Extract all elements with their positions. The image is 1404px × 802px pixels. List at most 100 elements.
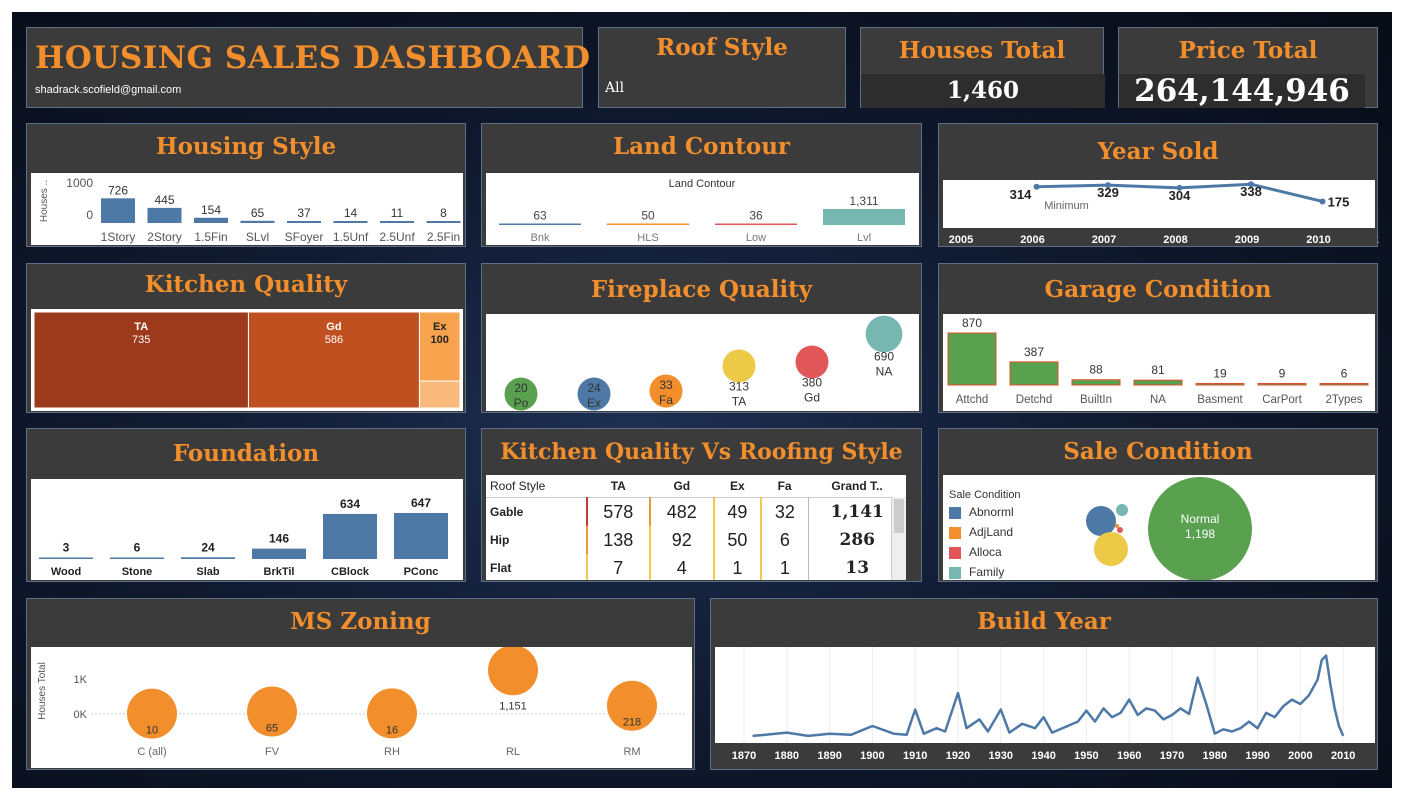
scrollbar-thumb[interactable] — [894, 499, 904, 533]
garage-condition-title: Garage Condition — [1044, 276, 1272, 303]
x-tick-label: 1Story — [101, 230, 136, 244]
x-tick-label: Stone — [122, 566, 153, 578]
min-annotation: Minimum — [1044, 200, 1089, 212]
col-header: Roof Style — [486, 475, 587, 498]
x-tick-label: FV — [265, 746, 280, 758]
table-cell: 4 — [649, 554, 714, 580]
treemap-cell-value: 586 — [325, 334, 343, 346]
treemap-cell — [418, 380, 461, 409]
table-scrollbar[interactable] — [891, 497, 906, 580]
bar-value-label: 65 — [251, 206, 265, 220]
bar — [110, 557, 164, 559]
row-label: Gable — [490, 505, 524, 519]
build-year-axis: 1870 1880 1890 1900 1910 1920 1930 1940 1950 1960… — [732, 750, 1356, 762]
bar-value-label: 634 — [340, 497, 360, 511]
legend-swatch — [949, 527, 961, 540]
garage-condition-chart: 870 Attchd 387 Detchd 88 BuiltIn 81 NA 19 Basment… — [947, 316, 1369, 406]
bubble-family[interactable] — [1116, 504, 1128, 516]
table-cell: 92 — [649, 526, 714, 554]
bubble-abnorml[interactable] — [1086, 506, 1116, 536]
table-cell: 1 — [760, 554, 809, 580]
bar-value-label: 6 — [1341, 367, 1348, 381]
legend-item[interactable]: Family — [949, 565, 1021, 580]
x-tick-label: Basment — [1197, 394, 1243, 406]
x-tick-label: 1.5Fin — [194, 230, 227, 244]
bar — [252, 548, 306, 559]
bubble-alloca[interactable] — [1117, 527, 1123, 533]
bubble-value-label: 16 — [386, 724, 398, 736]
legend-swatch — [949, 507, 961, 520]
foundation-panel: Foundation 3 Wood 6 Stone 24 Slab 146 BrkTil 634… — [26, 428, 466, 582]
bubble — [504, 377, 538, 411]
x-tick-label: 1950 — [1074, 750, 1098, 762]
bar — [715, 223, 797, 225]
table-header-row: Roof Style TA Gd Ex Fa Grand T.. — [486, 475, 906, 498]
bubble-value-label: 24 — [587, 381, 601, 395]
x-tick-label: 2011 — [1378, 234, 1379, 246]
bubble-category-label: Gd — [804, 391, 820, 405]
table-cell: 578 — [585, 497, 651, 526]
bubble — [795, 345, 829, 379]
bubble-partial[interactable] — [1094, 532, 1128, 566]
bar — [380, 221, 414, 223]
bubble-adjland[interactable] — [1115, 524, 1119, 528]
table-cell-total: 1,141 — [807, 497, 906, 526]
x-tick-label: 2005 — [949, 234, 973, 246]
bar — [181, 557, 235, 559]
roof-style-value[interactable]: All — [605, 80, 625, 96]
bar — [607, 223, 689, 225]
bubble-normal[interactable] — [1148, 477, 1252, 580]
sale-condition-title: Sale Condition — [1063, 438, 1253, 465]
bar-value-label: 647 — [411, 496, 431, 510]
x-tick-label: Detchd — [1016, 394, 1052, 406]
year-sold-panel: Year Sold 314 329 304 338 175 Minimum 2005 200… — [938, 123, 1379, 247]
table-row[interactable]: Gable 578 482 49 32 1,141 — [486, 497, 906, 526]
dashboard-title: HOUSING SALES DASHBOARD — [35, 40, 591, 76]
x-tick-label: 1990 — [1245, 750, 1269, 762]
data-point — [1319, 198, 1326, 205]
bar-value-label: 6 — [134, 541, 141, 555]
ms-zoning-title: MS Zoning — [290, 608, 431, 635]
point-value-label: 314 — [1010, 187, 1032, 202]
legend-item[interactable]: Abnorml — [949, 505, 1021, 525]
legend-item[interactable]: Alloca — [949, 545, 1021, 565]
price-total-card: Price Total 264,144,946 — [1118, 27, 1378, 108]
table-row[interactable]: Hip 138 92 50 6 286 — [486, 526, 906, 554]
x-tick-label: 1910 — [903, 750, 927, 762]
bar-value-label: 37 — [297, 206, 311, 220]
treemap-cell-label: TA — [134, 321, 148, 333]
roof-style-title: Roof Style — [656, 34, 788, 61]
bar-value-label: 88 — [1089, 363, 1103, 377]
col-header: Grand T.. — [808, 475, 906, 498]
bubble-value-label: 33 — [659, 378, 673, 392]
legend-item[interactable]: AdjLand — [949, 525, 1021, 545]
build-year-title: Build Year — [977, 608, 1111, 635]
bar — [1195, 383, 1245, 386]
data-point — [1176, 184, 1183, 191]
x-tick-label: 1880 — [775, 750, 799, 762]
houses-total-value: 1,460 — [861, 74, 1105, 108]
bar-value-label: 445 — [154, 193, 174, 207]
table-row[interactable]: Flat 7 4 1 1 13 — [486, 554, 906, 580]
price-total-title: Price Total — [1178, 37, 1318, 64]
x-tick-label: RL — [506, 746, 520, 758]
legend-swatch — [949, 567, 961, 580]
bubble-category-label: Ex — [587, 396, 601, 410]
x-tick-label: 1.5Unf — [333, 230, 369, 244]
x-tick-label: 2.5Fin — [427, 230, 460, 244]
bar-value-label: 387 — [1024, 345, 1044, 359]
roof-style-filter[interactable]: Roof Style All — [598, 27, 846, 108]
bar — [333, 221, 368, 223]
legend-label: Alloca — [969, 545, 1002, 559]
treemap-cell-label: Ex — [433, 321, 447, 333]
x-tick-label: 1890 — [817, 750, 841, 762]
bubble-value-label: 1,151 — [499, 700, 527, 712]
x-tick-label: BrkTil — [264, 566, 295, 578]
bar-value-label: 19 — [1213, 367, 1227, 381]
legend-label: Family — [969, 565, 1005, 579]
bubble — [367, 688, 417, 739]
treemap-cell-label: Gd — [326, 321, 341, 333]
bar — [1009, 361, 1059, 386]
x-tick-label: CBlock — [331, 566, 370, 578]
